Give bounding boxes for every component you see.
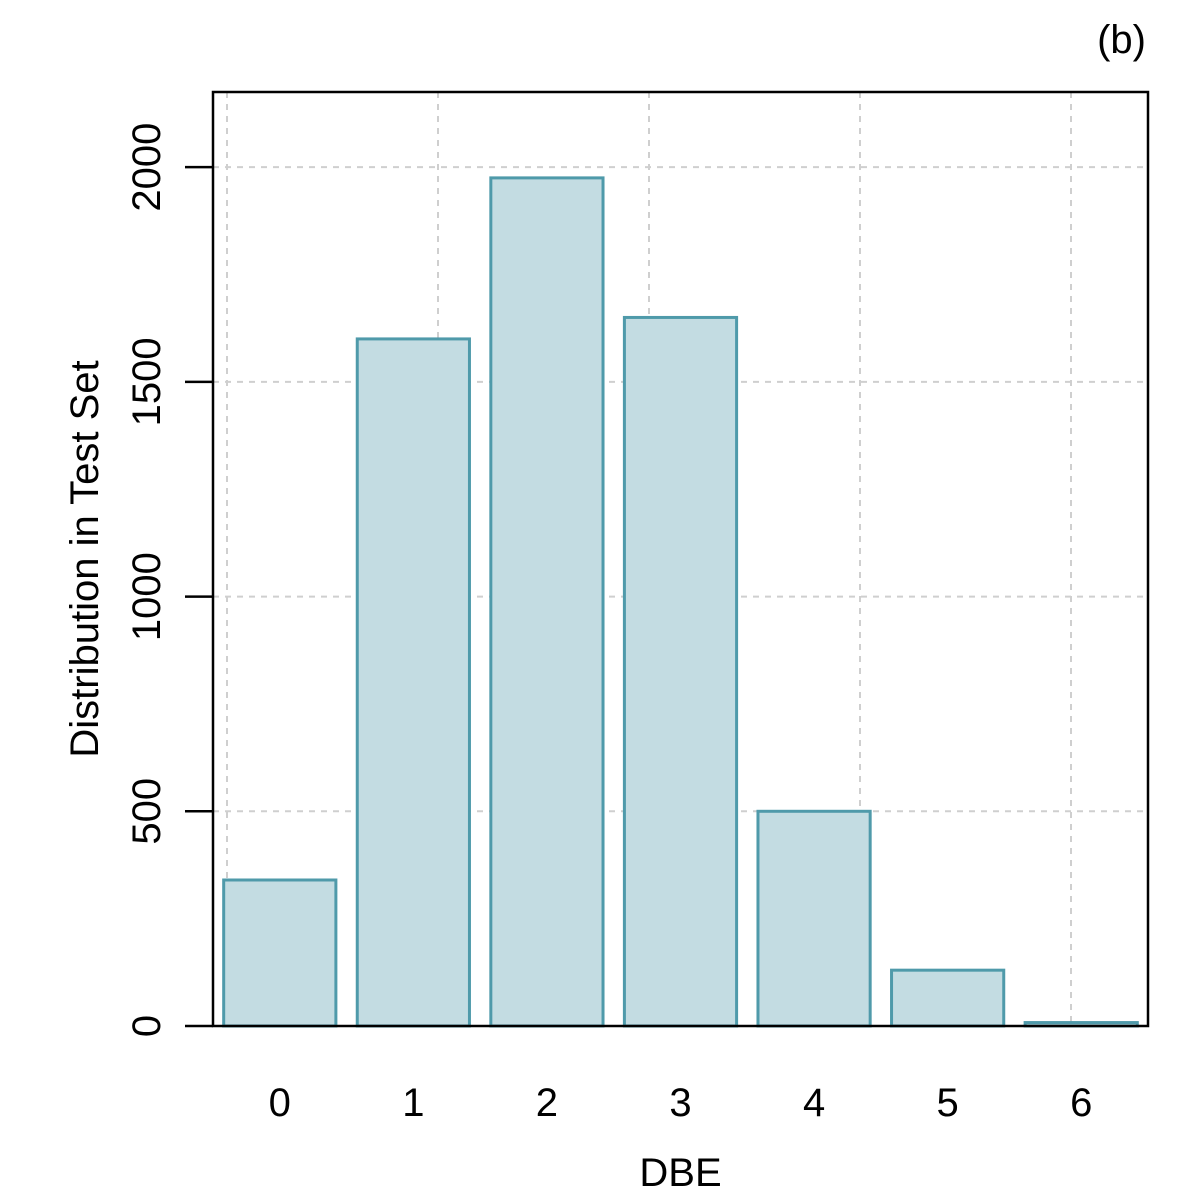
- x-tick-label: 5: [937, 1081, 959, 1125]
- bar-dbe-0: [222, 878, 338, 1028]
- panel-label: (b): [1097, 18, 1146, 62]
- y-tick-label: 0: [125, 1015, 169, 1037]
- x-axis: 0 1 2 3 4 5 6: [269, 1081, 1093, 1125]
- y-tick-label: 500: [125, 778, 169, 845]
- bar-dbe-3: [622, 315, 739, 1028]
- x-tick-label: 1: [402, 1081, 424, 1125]
- y-tick-label: 1000: [125, 552, 169, 641]
- x-axis-label: DBE: [639, 1151, 721, 1195]
- x-tick-label: 6: [1070, 1081, 1092, 1125]
- y-tick-label: 1500: [125, 337, 169, 426]
- x-tick-label: 4: [803, 1081, 825, 1125]
- bar-dbe-1: [355, 337, 471, 1028]
- bars-group: [222, 176, 1139, 1028]
- y-tick-label: 2000: [125, 123, 169, 212]
- plot-frame: [211, 90, 1150, 1028]
- x-tick-label: 0: [269, 1081, 291, 1125]
- y-axis: 0 500 1000 1500 2000: [125, 123, 213, 1037]
- bar-dbe-5: [890, 968, 1006, 1028]
- bar-dbe-2: [489, 176, 605, 1028]
- y-axis-label: Distribution in Test Set: [63, 360, 107, 757]
- bar-dbe-4: [756, 809, 872, 1028]
- x-tick-label: 3: [669, 1081, 691, 1125]
- x-tick-label: 2: [536, 1081, 558, 1125]
